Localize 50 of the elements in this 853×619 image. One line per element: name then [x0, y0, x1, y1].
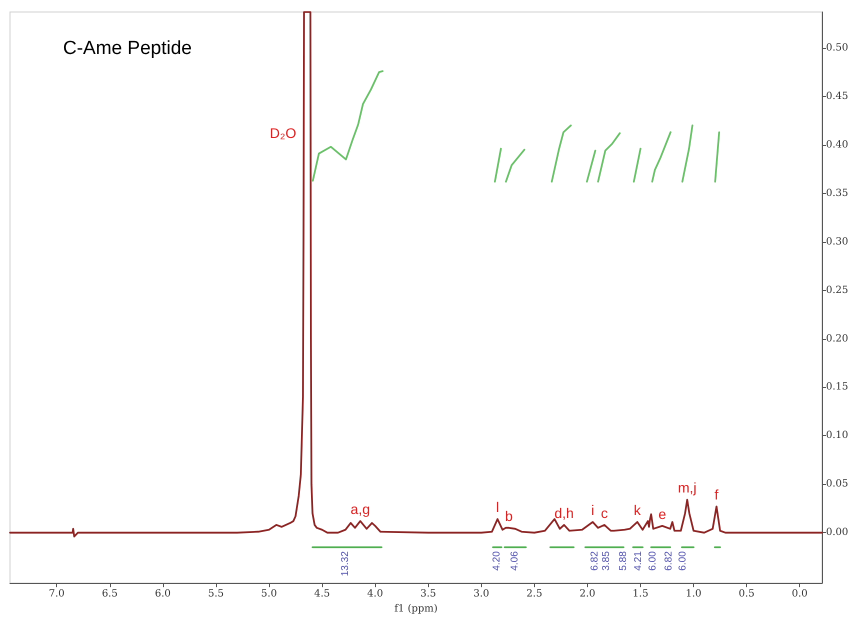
- y-tick-label: 0.30: [826, 236, 848, 248]
- y-tick-label: 0.40: [826, 139, 848, 150]
- annotation: 4.06: [510, 550, 521, 571]
- annotation: d,h: [554, 504, 574, 521]
- y-tick-label: 0.45: [826, 90, 848, 102]
- annotation: b: [504, 508, 513, 524]
- annotation: 6.82: [664, 550, 675, 571]
- y-tick-label: 0.50: [826, 42, 848, 54]
- annotation: 4.21: [632, 550, 644, 571]
- text: C-Ame Peptide: [63, 38, 192, 59]
- x-tick-label: 2.5: [526, 588, 542, 600]
- y-tick-label: 0.15: [826, 382, 848, 393]
- annotation: f: [714, 486, 719, 502]
- x-tick-label: 0.0: [792, 588, 808, 600]
- y-tick-label: 0.10: [826, 430, 848, 442]
- y-tick-label: 0.25: [826, 284, 848, 296]
- annotation: 6.00: [677, 550, 688, 571]
- x-tick-label: 7.0: [48, 588, 65, 600]
- x-tick-label: 3.5: [420, 588, 436, 600]
- annotation: 6.00: [648, 550, 659, 571]
- annotation: a,g: [350, 501, 370, 518]
- x-tick-label: 6.5: [102, 588, 118, 600]
- x-tick-label: 5.0: [261, 588, 277, 600]
- x-tick-label: 4.5: [314, 588, 330, 600]
- annotation: e: [658, 506, 666, 522]
- line-series: [9, 11, 823, 538]
- annotation: 13.32: [340, 550, 351, 576]
- annotation: 4.20: [492, 550, 503, 571]
- y-tick-label: 0.20: [826, 333, 848, 344]
- x-tick-label: 5.5: [208, 588, 224, 600]
- annotation: k: [634, 502, 642, 518]
- y-tick-label: 0.00: [826, 527, 848, 538]
- x-tick-label: 4.0: [367, 588, 384, 600]
- annotation: c: [600, 504, 608, 521]
- x-tick-label: 1.0: [686, 588, 702, 600]
- x-tick-label: 3.0: [473, 588, 490, 600]
- annotation: D₂O: [270, 125, 296, 141]
- x-tick-label: 1.5: [632, 588, 648, 600]
- y-tick-label: 0.05: [826, 478, 848, 490]
- annotation: 6.82: [589, 550, 600, 571]
- annotation: 3.85: [601, 550, 612, 571]
- x-tick-label: 2.0: [579, 588, 596, 600]
- y-tick-label: 0.35: [826, 188, 848, 199]
- x-tick-label: 6.0: [154, 588, 171, 600]
- annotation: m,j: [678, 480, 697, 496]
- annotation: 5.88: [618, 550, 630, 571]
- x-tick-label: 0.5: [738, 588, 755, 600]
- annotation: l: [496, 499, 500, 516]
- annotation: i: [591, 502, 594, 518]
- x-axis-title: f1 (ppm): [394, 604, 438, 614]
